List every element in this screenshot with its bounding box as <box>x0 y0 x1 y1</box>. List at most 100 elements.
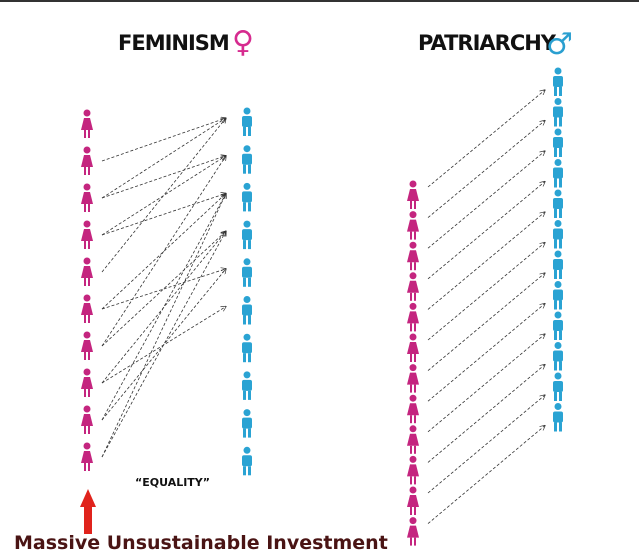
red-arrow <box>80 489 96 534</box>
leg <box>554 239 557 249</box>
woman-icon <box>81 146 93 175</box>
leg <box>410 262 412 271</box>
leg <box>410 384 412 393</box>
dress <box>407 250 419 263</box>
man-icon <box>242 145 252 174</box>
torso <box>553 167 563 179</box>
leg <box>248 277 251 287</box>
leg <box>559 361 562 371</box>
head <box>409 486 417 494</box>
leg <box>559 209 562 218</box>
dress <box>81 229 93 241</box>
dress <box>407 525 419 538</box>
leg <box>88 426 90 434</box>
woman-icon <box>407 394 419 424</box>
dress <box>407 372 419 385</box>
leg <box>554 209 557 218</box>
man-icon <box>553 159 563 188</box>
head <box>554 250 562 258</box>
man-icon <box>553 128 563 157</box>
leg <box>88 389 90 397</box>
man-icon <box>242 446 252 476</box>
dress <box>407 219 419 232</box>
man-icon <box>242 258 252 287</box>
head <box>83 405 91 413</box>
head <box>243 107 251 115</box>
dashed-arrow <box>101 193 226 310</box>
dashed-arrow <box>101 156 226 347</box>
leg <box>414 201 416 209</box>
man-icon <box>553 98 563 127</box>
leg <box>410 323 412 332</box>
torso <box>553 259 563 270</box>
leg <box>248 353 251 363</box>
head <box>409 425 417 433</box>
head <box>554 403 562 410</box>
leg <box>243 277 246 287</box>
woman-icon <box>407 486 419 515</box>
torso <box>553 289 563 301</box>
woman-icon <box>407 517 419 546</box>
head <box>243 220 251 228</box>
torso <box>242 455 252 467</box>
man-icon <box>553 189 563 218</box>
man-icon <box>242 296 252 325</box>
torso <box>553 228 563 240</box>
head <box>554 220 562 227</box>
leg <box>414 354 416 362</box>
dress <box>407 311 419 324</box>
head <box>409 302 417 310</box>
leg <box>88 315 90 323</box>
leg <box>248 428 251 438</box>
head <box>83 257 91 265</box>
leg <box>410 415 412 424</box>
woman-icon <box>407 425 419 454</box>
woman-icon <box>81 442 93 471</box>
leg <box>243 353 246 363</box>
head <box>554 98 562 105</box>
dress <box>81 340 93 352</box>
dashed-arrow <box>101 193 226 458</box>
woman-icon <box>81 294 93 323</box>
leg <box>559 239 562 249</box>
head <box>554 128 562 136</box>
dashed-arrow <box>101 118 226 273</box>
footer-text: Massive Unsustainable Investment <box>14 532 388 554</box>
leg <box>84 130 86 138</box>
leg <box>84 389 86 397</box>
woman-icon <box>81 109 93 138</box>
torso <box>242 379 252 391</box>
leg <box>554 392 557 401</box>
torso <box>242 342 252 354</box>
leg <box>414 507 416 515</box>
dashed-arrow <box>427 273 545 371</box>
torso <box>553 381 563 392</box>
woman-icon <box>81 331 93 360</box>
head <box>409 211 417 219</box>
head <box>409 272 417 280</box>
head <box>243 446 251 454</box>
head <box>409 517 417 525</box>
head <box>243 409 251 417</box>
torso <box>242 153 252 165</box>
dashed-arrow <box>101 231 226 347</box>
torso <box>553 320 563 331</box>
head <box>554 67 562 75</box>
leg <box>410 201 412 209</box>
dress <box>81 192 93 204</box>
woman-icon <box>407 455 419 485</box>
leg <box>243 202 246 212</box>
woman-icon <box>407 180 419 209</box>
torso <box>242 417 252 429</box>
dashed-arrow <box>427 90 545 188</box>
dashed-arrow <box>101 231 226 384</box>
female-symbol: ♀ <box>232 25 254 60</box>
dashed-arrow <box>101 307 226 384</box>
leg <box>243 315 246 325</box>
leg <box>414 384 416 393</box>
dashed-arrow <box>427 121 545 218</box>
dress <box>407 464 419 477</box>
dashed-arrow <box>101 193 226 236</box>
man-icon <box>242 371 252 400</box>
leg <box>410 292 412 301</box>
